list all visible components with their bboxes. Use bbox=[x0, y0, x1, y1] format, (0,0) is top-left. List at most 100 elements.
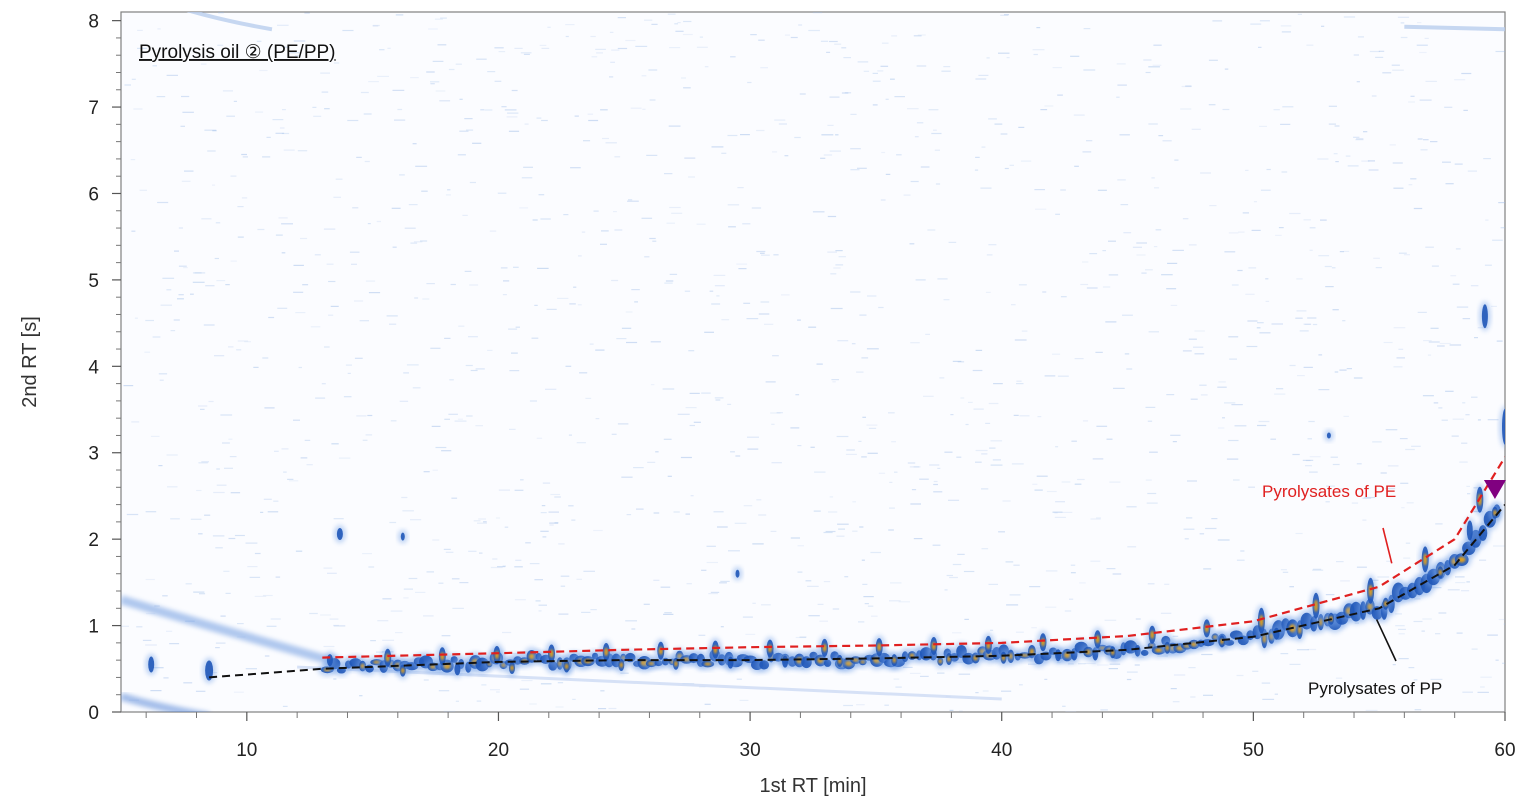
noise-speck bbox=[565, 24, 575, 26]
noise-speck bbox=[927, 229, 936, 231]
noise-speck bbox=[511, 89, 518, 92]
noise-speck bbox=[937, 278, 948, 280]
noise-speck bbox=[621, 476, 633, 478]
noise-speck bbox=[313, 115, 322, 117]
noise-speck bbox=[216, 484, 227, 486]
noise-speck bbox=[928, 109, 939, 111]
noise-speck bbox=[858, 621, 865, 623]
noise-speck bbox=[1308, 420, 1315, 423]
noise-speck bbox=[1045, 606, 1057, 608]
x-tick-label: 50 bbox=[1243, 740, 1264, 761]
noise-speck bbox=[844, 576, 849, 578]
noise-speck bbox=[182, 111, 194, 113]
noise-speck bbox=[1044, 105, 1054, 107]
y-tick-label: 2 bbox=[88, 530, 99, 551]
noise-speck bbox=[207, 150, 216, 152]
noise-speck bbox=[1306, 44, 1314, 46]
noise-speck bbox=[937, 672, 945, 674]
noise-speck bbox=[990, 629, 994, 631]
noise-speck bbox=[690, 495, 694, 497]
noise-speck bbox=[513, 266, 519, 268]
noise-speck bbox=[677, 22, 681, 24]
noise-speck bbox=[1200, 394, 1208, 396]
noise-speck bbox=[139, 189, 147, 191]
noise-speck bbox=[412, 143, 417, 145]
noise-speck bbox=[682, 33, 693, 36]
noise-speck bbox=[428, 28, 438, 30]
noise-speck bbox=[1054, 512, 1058, 514]
noise-speck bbox=[290, 52, 302, 54]
noise-speck bbox=[145, 511, 157, 513]
noise-speck bbox=[1398, 633, 1405, 635]
noise-speck bbox=[555, 706, 564, 708]
noise-speck bbox=[1016, 380, 1022, 382]
noise-speck bbox=[711, 303, 721, 305]
noise-speck bbox=[1100, 709, 1108, 711]
noise-speck bbox=[823, 531, 833, 534]
noise-speck bbox=[1031, 627, 1037, 629]
noise-speck bbox=[1445, 183, 1454, 185]
noise-speck bbox=[727, 204, 740, 206]
noise-speck bbox=[890, 78, 895, 80]
noise-speck bbox=[1424, 37, 1429, 39]
noise-speck bbox=[861, 456, 867, 458]
noise-speck bbox=[665, 280, 674, 282]
noise-speck bbox=[1240, 550, 1245, 552]
peak-core bbox=[892, 657, 896, 663]
noise-speck bbox=[281, 132, 290, 135]
noise-speck bbox=[1143, 59, 1152, 61]
noise-speck bbox=[548, 511, 559, 513]
noise-speck bbox=[178, 227, 183, 229]
noise-speck bbox=[275, 132, 285, 134]
noise-speck bbox=[260, 511, 264, 513]
noise-speck bbox=[683, 87, 691, 89]
noise-speck bbox=[642, 108, 646, 110]
noise-speck bbox=[1155, 229, 1162, 231]
noise-speck bbox=[1270, 438, 1276, 440]
noise-speck bbox=[1004, 14, 1009, 16]
noise-speck bbox=[827, 251, 837, 253]
annotations: Pyrolysates of PE Pyrolysates of PP bbox=[1262, 480, 1506, 698]
noise-speck bbox=[1158, 135, 1164, 137]
noise-speck bbox=[1292, 453, 1300, 456]
noise-speck bbox=[540, 512, 547, 514]
noise-speck bbox=[1422, 395, 1434, 397]
noise-speck bbox=[256, 40, 262, 42]
noise-speck bbox=[889, 507, 895, 509]
noise-speck bbox=[557, 682, 564, 684]
noise-speck bbox=[1444, 106, 1453, 108]
noise-speck bbox=[1317, 158, 1329, 160]
noise-speck bbox=[819, 620, 828, 622]
noise-speck bbox=[144, 351, 151, 353]
noise-speck bbox=[1234, 425, 1247, 427]
noise-speck bbox=[1356, 138, 1364, 140]
noise-speck bbox=[1015, 631, 1024, 633]
noise-speck bbox=[1411, 445, 1421, 447]
noise-speck bbox=[1480, 676, 1492, 678]
noise-speck bbox=[487, 71, 496, 73]
noise-speck bbox=[273, 500, 279, 502]
noise-speck bbox=[230, 260, 237, 262]
noise-speck bbox=[1479, 559, 1487, 561]
noise-speck bbox=[931, 132, 942, 135]
noise-speck bbox=[625, 39, 636, 42]
noise-speck bbox=[916, 65, 927, 67]
noise-speck bbox=[183, 682, 193, 684]
noise-speck bbox=[965, 423, 969, 426]
noise-speck bbox=[295, 312, 306, 314]
noise-speck bbox=[823, 154, 833, 156]
noise-speck bbox=[166, 630, 173, 632]
noise-speck bbox=[1487, 419, 1499, 421]
noise-speck bbox=[1353, 136, 1360, 138]
noise-speck bbox=[326, 263, 334, 265]
noise-speck bbox=[972, 369, 983, 372]
noise-speck bbox=[502, 631, 512, 634]
noise-speck bbox=[898, 601, 910, 603]
noise-speck bbox=[1052, 511, 1063, 513]
noise-speck bbox=[228, 537, 236, 540]
noise-speck bbox=[764, 323, 774, 325]
noise-speck bbox=[1393, 366, 1403, 368]
noise-speck bbox=[212, 535, 225, 537]
noise-speck bbox=[666, 222, 675, 224]
noise-speck bbox=[896, 154, 902, 156]
